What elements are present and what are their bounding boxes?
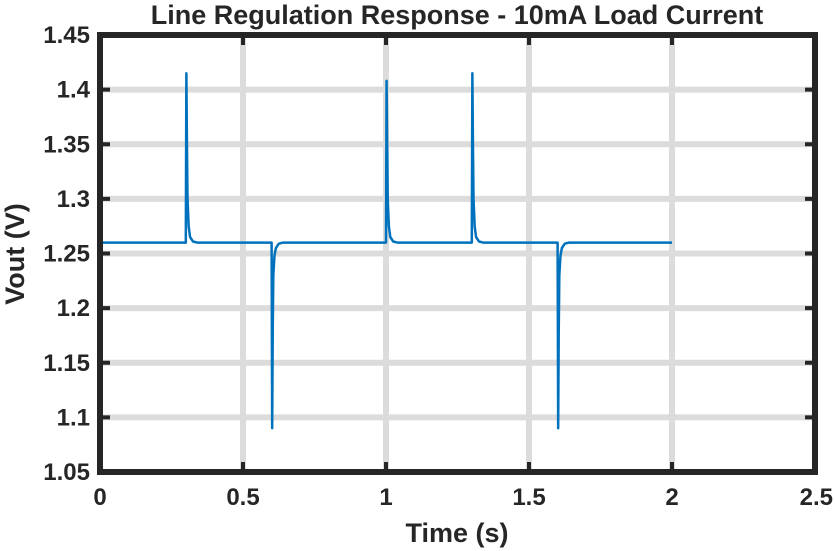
x-tick-label: 0.5 xyxy=(226,484,259,511)
y-tick-label: 1.4 xyxy=(57,77,91,104)
y-axis-label: Vout (V) xyxy=(0,203,30,304)
x-tick-layer: 0 0.5 1 1.5 2 2.5 xyxy=(93,35,833,511)
y-tick-label: 1.25 xyxy=(43,241,90,268)
series-line xyxy=(100,71,672,430)
y-tick-label: 1.45 xyxy=(43,22,90,49)
y-tick-label: 1.35 xyxy=(43,131,90,158)
y-tick-layer: 1.05 1.1 1.15 1.2 1.25 1.3 1.35 1.4 1.45 xyxy=(43,22,815,486)
grid-lines xyxy=(97,32,818,475)
y-tick-label: 1.15 xyxy=(43,350,90,377)
y-tick-label: 1.05 xyxy=(43,459,90,486)
chart-title: Line Regulation Response - 10mA Load Cur… xyxy=(151,0,764,30)
x-tick-label: 2 xyxy=(665,484,678,511)
x-tick-label: 1.5 xyxy=(512,484,545,511)
series-layer xyxy=(100,71,672,430)
x-tick-label: 2.5 xyxy=(800,484,833,511)
x-tick-label: 0 xyxy=(93,484,106,511)
x-tick-label: 1 xyxy=(379,484,392,511)
y-tick-label: 1.1 xyxy=(57,404,90,431)
y-tick-label: 1.2 xyxy=(57,295,90,322)
x-axis-label: Time (s) xyxy=(405,518,508,548)
y-tick-label: 1.3 xyxy=(57,186,90,213)
